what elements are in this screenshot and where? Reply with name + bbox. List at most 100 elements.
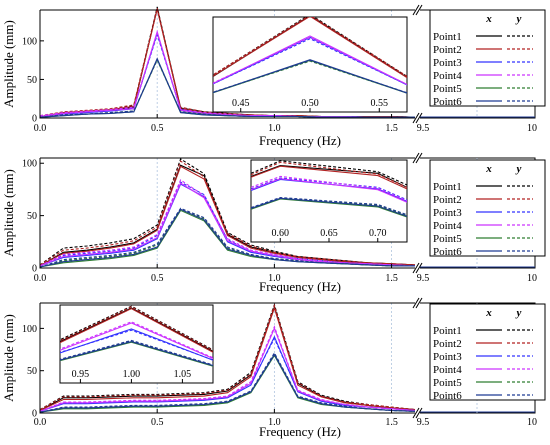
- legend-label-point1: Point1: [433, 31, 462, 43]
- inset-series-line-point4-y: [60, 321, 213, 359]
- inset-series-line-point1-y: [251, 160, 407, 186]
- legend-label-point2: Point2: [433, 338, 462, 350]
- series-line-point4-x: [39, 182, 416, 267]
- inset-x-tick-label: 0.95: [72, 369, 90, 380]
- legend-label-point4: Point4: [433, 220, 462, 232]
- series-group: [39, 6, 416, 118]
- series-line-point4-y: [39, 325, 416, 412]
- inset-series-group: [60, 305, 213, 367]
- inset-series-line-point2-y: [213, 17, 407, 77]
- series-line-point6-y: [39, 58, 415, 118]
- axis-break-mark-1a: [412, 112, 420, 124]
- legend-box: [429, 9, 546, 107]
- axis-break-mark-1b: [415, 407, 423, 419]
- inset-frame: [250, 159, 408, 243]
- inset-series-line-point2-x: [60, 307, 213, 353]
- y-tick-label: 50: [27, 211, 37, 222]
- inset-x-tick-label: 0.65: [320, 228, 338, 239]
- y-tick-label: 0: [32, 264, 37, 275]
- series-line-point2-y: [39, 160, 416, 266]
- legend-label-point3: Point3: [433, 351, 462, 363]
- legend-label-point2: Point2: [433, 194, 462, 206]
- inset-x-tick-label: 1.00: [123, 369, 141, 380]
- legend-box: [429, 303, 546, 401]
- legend-header-x: x: [485, 163, 492, 175]
- chart-panel-1: 0 50 100 0.0 0.5 1.0 1.5 9.5 10 Frequency (Hz) Amp…: [1, 4, 546, 148]
- inset-series-line-point2-y: [60, 306, 213, 352]
- inset-series-line-point5-x: [251, 198, 407, 218]
- legend-header-y: y: [515, 13, 522, 25]
- legend-header-x: x: [485, 13, 492, 25]
- legend-header-y: y: [515, 307, 522, 319]
- inset-frame: [212, 16, 408, 113]
- axis-break-mark-0b: [415, 297, 423, 309]
- legend-box: [429, 159, 546, 257]
- legend-label-point1: Point1: [433, 325, 462, 337]
- x-tick-label: 0.5: [151, 123, 164, 134]
- y-tick-label: 100: [22, 36, 37, 47]
- legend-label-point5: Point5: [433, 377, 462, 389]
- chart-panel-2: 0 50 100 0.0 0.5 1.0 1.5 9.5 10 Frequency (Hz) Amp…: [1, 152, 546, 294]
- inset-series-line-point6-x: [213, 59, 407, 94]
- tail-tick-label: 10: [527, 123, 537, 134]
- x-tick-label: 1.5: [385, 273, 398, 284]
- inset-series-line-point4-x: [251, 178, 407, 203]
- inset-series-line-point2-x: [251, 165, 407, 190]
- axis-break-mark-0a: [412, 152, 420, 164]
- inset-plot: 0.45 0.50 0.55: [212, 16, 408, 113]
- inset-series-line-point2-x: [213, 17, 407, 79]
- axis-break-mark-1a: [412, 407, 420, 419]
- y-axis-label: Amplitude (mm): [1, 314, 16, 402]
- inset-series-line-point6-x: [251, 197, 407, 217]
- legend-label-point6: Point6: [433, 246, 462, 258]
- inset-series-group: [213, 17, 407, 94]
- x-tick-label: 0.0: [34, 273, 47, 284]
- series-line-point6-x: [39, 353, 416, 413]
- legend-label-point3: Point3: [433, 207, 462, 219]
- legend-label-point3: Point3: [433, 57, 462, 69]
- x-tick-label: 0.5: [151, 273, 164, 284]
- series-line-point4-y: [39, 31, 415, 118]
- legend-label-point4: Point4: [433, 364, 462, 376]
- series-line-point1-y: [39, 158, 416, 266]
- legend-label-point4: Point4: [433, 70, 462, 82]
- inset-series-group: [251, 160, 407, 218]
- inset-x-tick-label: 0.50: [301, 98, 319, 109]
- series-line-point2-y: [39, 7, 416, 118]
- series-line-point3-x: [39, 335, 416, 412]
- inset-series-line-point6-x: [60, 341, 213, 367]
- tail-tick-label: 9.5: [417, 273, 430, 284]
- legend-label-point6: Point6: [433, 96, 462, 108]
- inset-x-tick-label: 1.05: [174, 369, 192, 380]
- inset-x-tick-label: 0.70: [369, 228, 387, 239]
- inset-series-line-point4-x: [60, 322, 213, 360]
- y-tick-label: 100: [22, 159, 37, 170]
- y-tick-label: 0: [32, 114, 37, 125]
- tail-tick-label: 10: [527, 417, 537, 428]
- axis-break-mark-1b: [415, 262, 423, 274]
- x-tick-label: 0.0: [34, 417, 47, 428]
- inset-x-tick-label: 0.45: [232, 98, 250, 109]
- x-tick-label: 1.0: [268, 273, 281, 284]
- inset-series-line-point2-y: [251, 161, 407, 188]
- inset-x-tick-label: 0.55: [371, 98, 389, 109]
- axis-break-mark-0b: [415, 4, 423, 16]
- axis-break-mark-0a: [412, 4, 420, 16]
- y-tick-label: 0: [32, 409, 37, 420]
- x-tick-label: 0.5: [151, 417, 164, 428]
- chart-panel-3: 0 50 100 0.0 0.5 1.0 1.5 9.5 10 Frequency (Hz) Amp…: [1, 297, 546, 439]
- inset-series-line-point4-y: [251, 175, 407, 202]
- inset-series-line-point3-y: [60, 329, 213, 361]
- inset-series-line-point4-y: [213, 36, 407, 85]
- x-axis-label: Frequency (Hz): [259, 424, 341, 439]
- axis-break-mark-1a: [412, 262, 420, 274]
- y-tick-label: 100: [22, 324, 37, 335]
- series-line-point6-y: [39, 207, 415, 268]
- legend-label-point2: Point2: [433, 44, 462, 56]
- inset-series-line-point6-y: [213, 59, 407, 94]
- series-group: [39, 302, 416, 413]
